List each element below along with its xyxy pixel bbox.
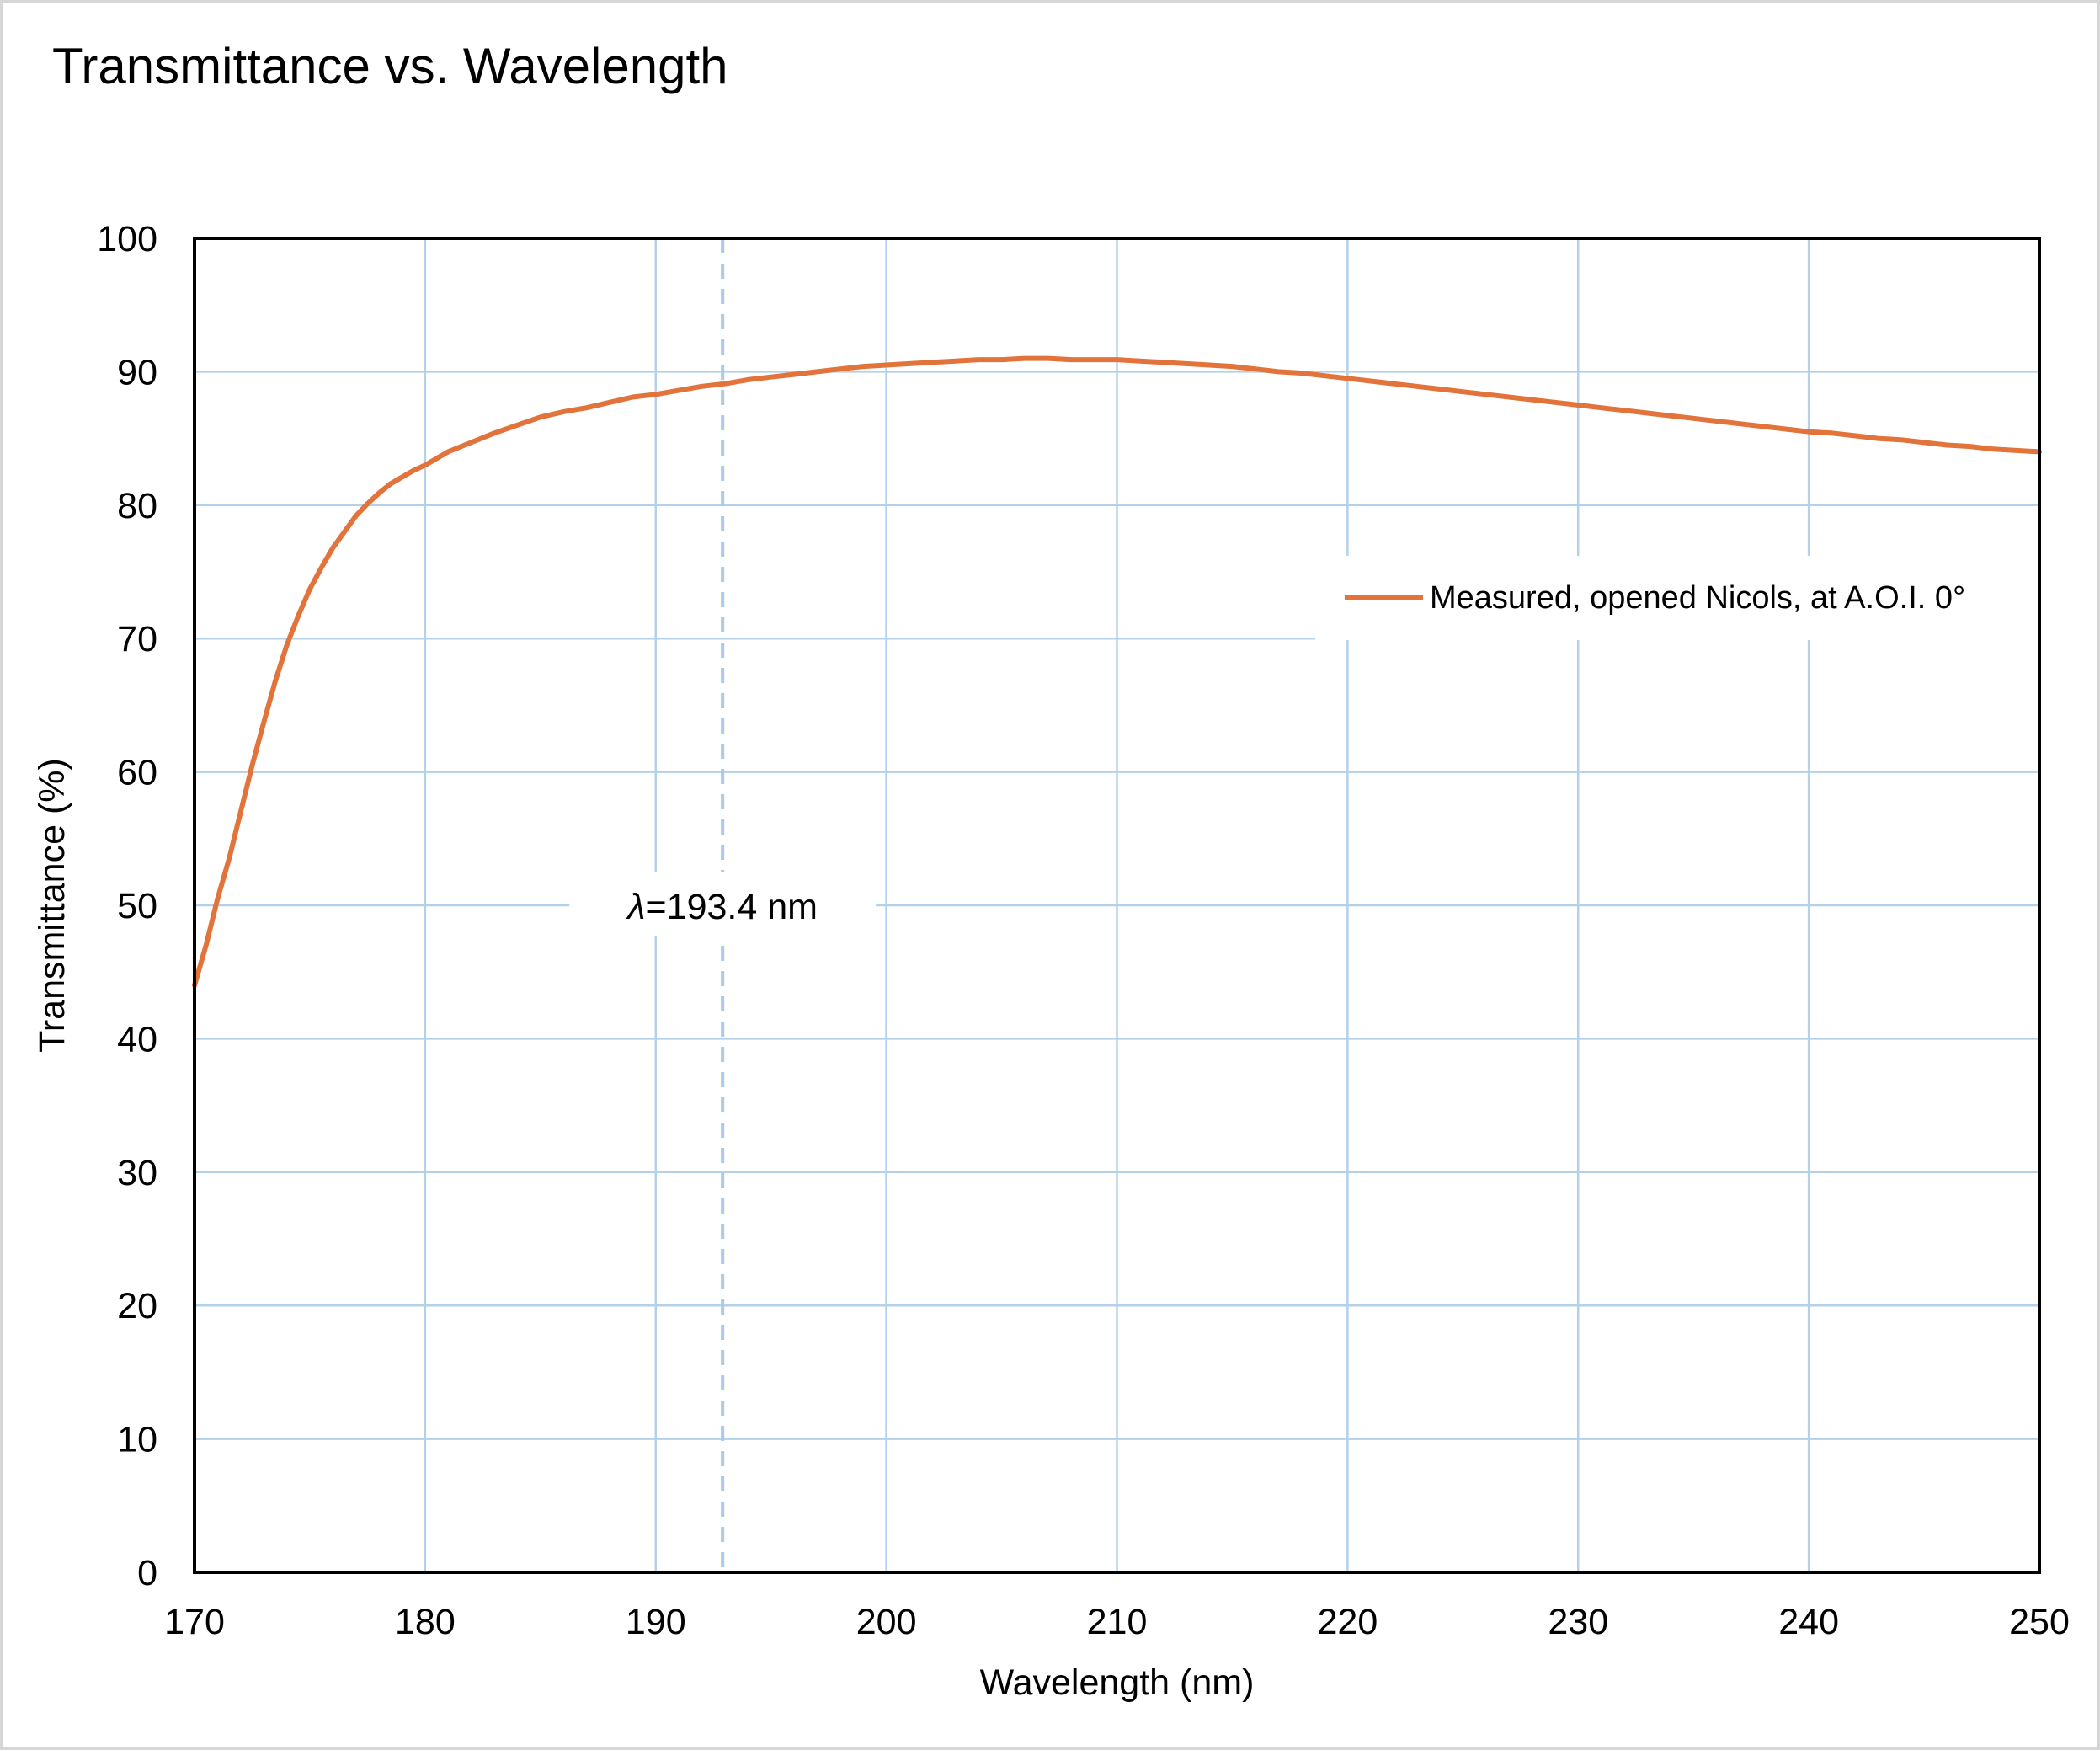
legend-background [1315,556,2038,640]
x-tick-label: 240 [1778,1602,1839,1642]
annotation-layer: λ=193.4 nm [569,238,877,1572]
y-tick-label: 30 [117,1153,157,1193]
y-tick-label: 10 [117,1420,157,1460]
x-tick-label: 170 [164,1602,225,1642]
y-axis-tick-labels: 0 10 20 30 40 50 60 70 80 90 100 [97,219,157,1593]
chart-title: Transmittance vs. Wavelength [52,38,728,94]
series-line [192,355,2042,988]
y-tick-label: 90 [117,352,157,392]
grid-layer [195,238,2039,1572]
annotation-label-background [569,872,877,936]
x-axis-tick-labels: 170 180 190 200 210 220 230 240 250 [164,1602,2070,1642]
y-axis-title: Transmittance (%) [32,758,72,1053]
wavelength-marker-label: λ=193.4 nm [626,887,818,927]
y-tick-label: 100 [97,219,157,259]
series-layer [192,355,2042,988]
y-tick-label: 60 [117,753,157,793]
x-tick-label: 230 [1548,1602,1608,1642]
x-tick-label: 210 [1087,1602,1148,1642]
x-tick-label: 250 [2009,1602,2070,1642]
y-tick-label: 0 [137,1553,157,1593]
legend-label: Measured, opened Nicols, at A.O.I. 0° [1430,580,1965,616]
x-tick-label: 190 [626,1602,686,1642]
x-axis-title: Wavelength (nm) [980,1662,1255,1703]
y-tick-label: 20 [117,1286,157,1326]
x-tick-label: 200 [856,1602,917,1642]
legend: Measured, opened Nicols, at A.O.I. 0° [1315,556,2038,640]
y-tick-label: 40 [117,1019,157,1059]
plot-area-border [193,237,2041,1574]
y-tick-label: 80 [117,486,157,526]
x-tick-label: 220 [1318,1602,1378,1642]
y-tick-label: 70 [117,619,157,659]
x-tick-label: 180 [395,1602,456,1642]
y-tick-label: 50 [117,886,157,926]
